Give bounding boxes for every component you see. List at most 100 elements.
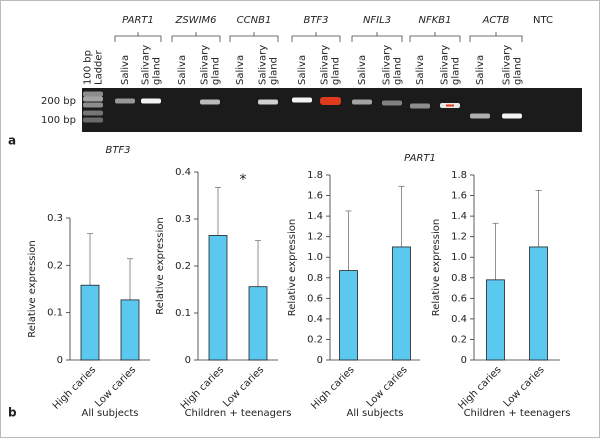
gel-band bbox=[83, 117, 103, 123]
chart-title: PART1 bbox=[404, 153, 436, 164]
gel-band bbox=[320, 97, 341, 105]
x-axis-label: Children + teenagers bbox=[185, 408, 292, 419]
lane-label: Salivary bbox=[382, 45, 393, 85]
y-tick-label: 1.8 bbox=[307, 170, 323, 181]
y-tick-label: 0.4 bbox=[175, 167, 191, 178]
bar bbox=[248, 286, 268, 361]
lane-label: gland bbox=[152, 57, 163, 85]
y-tick-label: 1.8 bbox=[451, 170, 467, 181]
lane-label: gland bbox=[269, 57, 280, 85]
gel-band bbox=[470, 113, 490, 119]
lane-label: Salivary bbox=[502, 45, 513, 85]
lane-label: Saliva bbox=[120, 55, 131, 85]
bracket bbox=[171, 32, 221, 42]
lane-label: Saliva bbox=[297, 55, 308, 85]
bracket bbox=[114, 32, 162, 42]
y-tick-label: 1.2 bbox=[451, 232, 467, 243]
gel-band bbox=[83, 110, 103, 116]
lane-label: Salivary bbox=[320, 45, 331, 85]
gene-label: NFIL3 bbox=[363, 15, 391, 26]
y-tick-label: 0.3 bbox=[47, 213, 63, 224]
lane-label: Saliva bbox=[415, 55, 426, 85]
lane-label: Saliva bbox=[235, 55, 246, 85]
lane-label: Saliva bbox=[177, 55, 188, 85]
y-tick-label: 0.2 bbox=[47, 260, 63, 271]
gene-label: PART1 bbox=[122, 15, 154, 26]
gene-label: NFKB1 bbox=[418, 15, 451, 26]
lane-label: Saliva bbox=[475, 55, 486, 85]
lane-label: Salivary bbox=[200, 45, 211, 85]
y-tick-label: 1.0 bbox=[307, 252, 323, 263]
y-tick-label: 0.8 bbox=[451, 273, 467, 284]
gel-band bbox=[83, 91, 103, 97]
lane-label: gland bbox=[513, 57, 524, 85]
lane-label: gland bbox=[451, 57, 462, 85]
y-tick-label: 0 bbox=[461, 355, 467, 366]
gene-label: CCNB1 bbox=[237, 15, 272, 26]
y-tick-label: 0.2 bbox=[307, 334, 323, 345]
y-tick-label: 0 bbox=[185, 355, 191, 366]
y-tick-label: 1.6 bbox=[451, 191, 467, 202]
gel-band bbox=[410, 103, 430, 109]
y-tick-label: 1.4 bbox=[307, 211, 323, 222]
y-axis-label: Relative expression bbox=[431, 219, 442, 316]
lane-label: gland bbox=[331, 57, 342, 85]
gel-band bbox=[115, 98, 135, 104]
lane-label: Saliva bbox=[357, 55, 368, 85]
annotation: * bbox=[240, 172, 247, 188]
y-tick-label: 1.2 bbox=[307, 232, 323, 243]
bar bbox=[486, 279, 505, 361]
gel bbox=[82, 88, 582, 132]
y-axis-label: Relative expression bbox=[27, 240, 38, 337]
x-axis-label: Children + teenagers bbox=[464, 408, 571, 419]
y-tick-label: 0.1 bbox=[47, 308, 63, 319]
gel-band bbox=[502, 113, 522, 119]
gel-band bbox=[83, 102, 103, 108]
y-tick-label: 1.4 bbox=[451, 211, 467, 222]
size-label: 200 bp bbox=[41, 96, 76, 107]
y-tick-label: 0.4 bbox=[451, 314, 467, 325]
size-label: 100 bp bbox=[41, 115, 76, 126]
bar bbox=[120, 299, 140, 361]
y-tick-label: 0.6 bbox=[451, 293, 467, 304]
y-tick-label: 0.4 bbox=[307, 314, 323, 325]
lane-label: Salivary bbox=[141, 45, 152, 85]
y-axis-label: Relative expression bbox=[155, 217, 166, 314]
bar bbox=[339, 270, 358, 361]
y-tick-label: 0.1 bbox=[175, 308, 191, 319]
panel-label: b bbox=[8, 406, 17, 420]
y-tick-label: 0 bbox=[57, 355, 63, 366]
gene-label: BTF3 bbox=[303, 15, 328, 26]
x-axis-label: All subjects bbox=[346, 408, 403, 419]
bar bbox=[392, 246, 411, 361]
gel-band bbox=[141, 98, 161, 104]
y-tick-label: 0.2 bbox=[451, 334, 467, 345]
lane-label: gland bbox=[211, 57, 222, 85]
bracket bbox=[409, 32, 461, 42]
gel-band bbox=[200, 99, 220, 105]
lane-label: gland bbox=[393, 57, 404, 85]
bar bbox=[208, 235, 228, 361]
gene-label: ZSWIM6 bbox=[174, 15, 216, 26]
gel-band bbox=[292, 97, 312, 103]
gel-band bbox=[352, 99, 372, 105]
y-tick-label: 0.6 bbox=[307, 293, 323, 304]
gel-band bbox=[382, 100, 402, 106]
chart-title: BTF3 bbox=[105, 145, 130, 156]
gene-label: ACTB bbox=[482, 15, 510, 26]
y-axis-label: Relative expression bbox=[287, 219, 298, 316]
y-tick-label: 0.3 bbox=[175, 214, 191, 225]
y-tick-label: 0 bbox=[317, 355, 323, 366]
bracket bbox=[291, 32, 341, 42]
y-tick-label: 1.0 bbox=[451, 252, 467, 263]
lane-label: Salivary bbox=[440, 45, 451, 85]
gel-band bbox=[446, 104, 454, 107]
lane-label: 100 bp bbox=[83, 50, 94, 85]
bracket bbox=[229, 32, 279, 42]
gel-band bbox=[83, 96, 103, 102]
ntc-label: NTC bbox=[533, 15, 553, 26]
bar bbox=[529, 246, 548, 361]
x-axis-label: All subjects bbox=[81, 408, 138, 419]
bracket bbox=[469, 32, 523, 42]
